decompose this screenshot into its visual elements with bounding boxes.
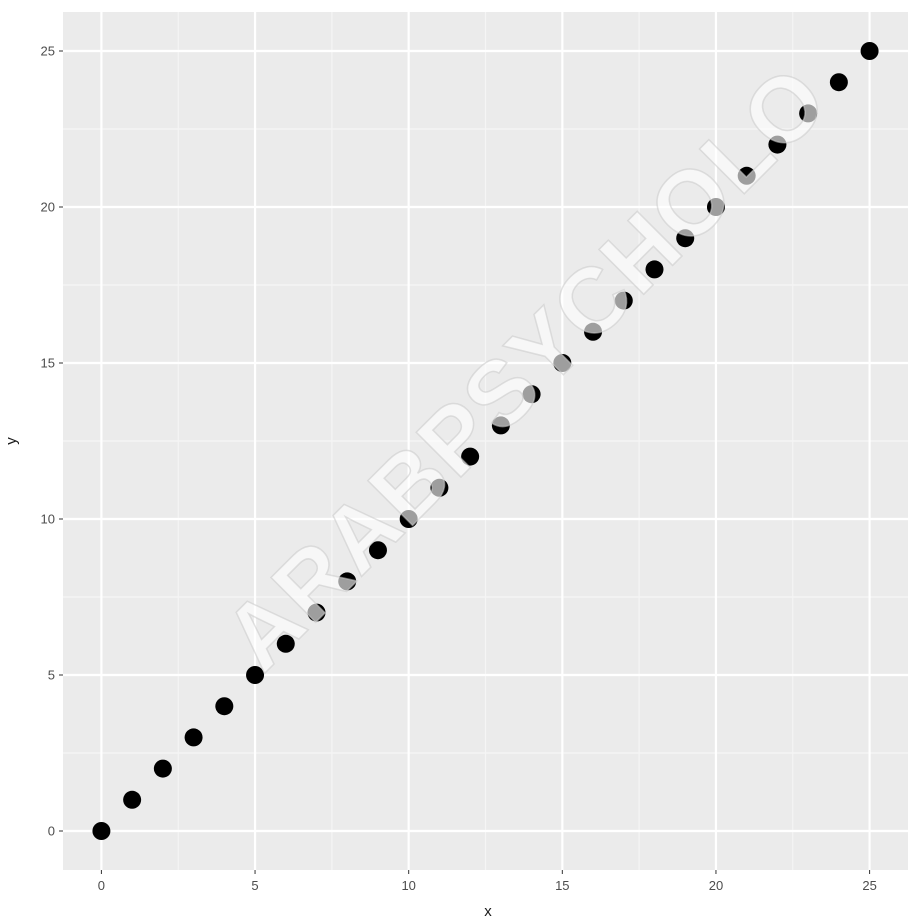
- y-tick-label: 0: [48, 824, 55, 839]
- data-point: [860, 42, 879, 60]
- data-point: [553, 354, 572, 372]
- data-point: [706, 198, 725, 216]
- data-point: [461, 447, 480, 466]
- y-tick-label: 5: [48, 668, 55, 683]
- y-tick-label: 25: [41, 44, 55, 59]
- data-point: [614, 291, 633, 310]
- y-axis-ticks: 0 5 10 15 20 25: [41, 44, 63, 839]
- y-axis-title: y: [3, 437, 20, 445]
- y-tick-label: 15: [41, 356, 55, 371]
- data-point: [522, 385, 541, 404]
- data-point: [338, 572, 357, 591]
- data-point: [491, 416, 510, 435]
- x-axis-ticks: 0 5 10 15 20 25: [98, 870, 877, 893]
- data-point: [368, 541, 387, 560]
- data-point: [584, 322, 603, 341]
- minor-gridlines: [63, 12, 908, 870]
- data-point: [246, 666, 265, 684]
- data-point: [184, 728, 203, 747]
- data-point: [737, 166, 756, 185]
- data-point: [799, 104, 818, 123]
- data-point: [276, 634, 295, 653]
- data-point: [768, 135, 787, 154]
- data-point: [399, 510, 418, 528]
- data-point: [123, 790, 142, 809]
- data-point: [92, 822, 111, 840]
- x-tick-label: 15: [555, 878, 569, 893]
- data-point: [215, 697, 234, 716]
- y-tick-label: 10: [41, 512, 55, 527]
- data-points: [92, 42, 879, 840]
- data-point: [676, 229, 695, 248]
- data-point: [430, 478, 449, 497]
- data-point: [829, 73, 848, 92]
- x-tick-label: 20: [709, 878, 723, 893]
- x-tick-label: 25: [862, 878, 876, 893]
- data-point: [307, 603, 326, 622]
- major-gridlines: [63, 12, 908, 870]
- x-axis-title: x: [484, 903, 492, 919]
- data-point: [153, 759, 172, 778]
- y-tick-label: 20: [41, 200, 55, 215]
- data-point: [645, 260, 664, 279]
- x-tick-label: 10: [401, 878, 415, 893]
- x-tick-label: 5: [251, 878, 258, 893]
- x-tick-label: 0: [98, 878, 105, 893]
